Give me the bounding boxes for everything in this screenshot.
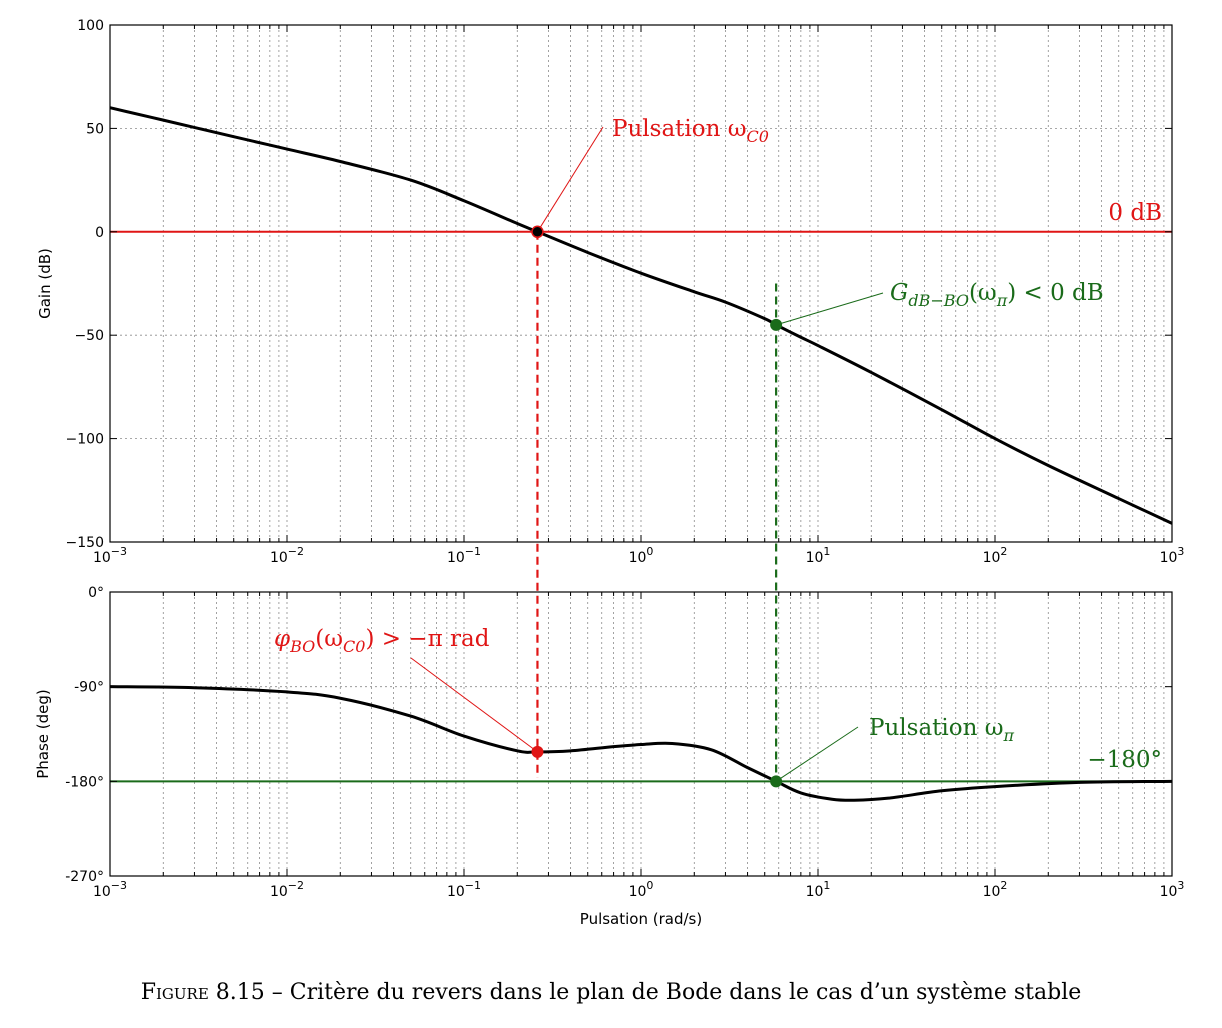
y-tick-label: 50 [86,121,104,137]
x-tick-label: 100 [629,879,654,900]
omega-pi-phase-marker [770,775,783,788]
phase-x-tick-labels: 10−3 10−2 10−1 100 101 102 103 [93,879,1184,900]
x-tick-label: 10−1 [447,879,481,900]
x-tick-label: 103 [1160,879,1185,900]
phase-margin-leader-line [410,657,538,753]
gain-margin-annotation: GdB−BO(ωπ) < 0 dB [890,280,1104,310]
omega-pi-annotation: Pulsation ωπ [869,715,1015,745]
x-tick-label: 10−2 [270,545,304,566]
x-tick-label: 10−3 [93,545,127,566]
x-tick-label: 102 [983,879,1008,900]
figure-caption: Figure 8.15 – Critère du revers dans le … [0,980,1222,1005]
x-tick-label: 103 [1160,545,1185,566]
y-tick-label: 100 [77,18,104,34]
annotations: Pulsation ωC0 0 dB GdB−BO(ωπ) < 0 dB φBO… [274,116,1162,782]
omega-c0-leader-line [537,126,604,233]
y-tick-label: 0 [95,225,104,241]
y-tick-label: -180° [65,774,104,790]
gain-panel: 10−3 10−2 10−1 100 101 102 103 100 50 0 −50 −100 −1… [36,18,1184,566]
phase-curve [109,685,1173,802]
x-tick-label: 100 [629,545,654,566]
y-tick-label: -90° [74,680,104,696]
y-tick-label: 0° [88,585,104,601]
zero-db-label: 0 dB [1108,200,1162,226]
phase-panel: 10−3 10−2 10−1 100 101 102 103 0° -90° -180° -270… [34,585,1184,928]
caption-label: Figure 8.15 [140,980,265,1005]
omega-c0-phase-marker [531,745,544,758]
y-tick-label: −150 [66,535,104,551]
gain-margin-leader-line [775,292,884,326]
y-tick-label: −100 [66,432,104,448]
phase-margin-annotation: φBO(ωC0) > −π rad [274,626,490,656]
x-tick-label: 101 [806,879,831,900]
phase-grid [110,592,1172,876]
phase-x-axis-label: Pulsation (rad/s) [580,910,702,928]
x-tick-label: 10−1 [447,545,481,566]
gain-ticks [109,24,1173,543]
x-tick-label: 102 [983,545,1008,566]
y-tick-label: -270° [65,869,104,885]
x-tick-label: 10−3 [93,879,127,900]
minus-180-label: −180° [1087,747,1162,773]
gain-grid [110,25,1172,542]
omega-pi-gain-marker [770,318,783,331]
x-tick-label: 101 [806,545,831,566]
omega-c0-gain-marker [531,225,544,239]
caption-separator: – [264,980,290,1005]
x-tick-label: 10−2 [270,879,304,900]
y-tick-label: −50 [74,328,104,344]
gain-y-tick-labels: 100 50 0 −50 −100 −150 [66,18,104,551]
caption-text: Critère du revers dans le plan de Bode d… [289,980,1082,1005]
phase-y-axis-label: Phase (deg) [34,689,52,779]
phase-y-tick-labels: 0° -90° -180° -270° [65,585,104,885]
gain-x-tick-labels: 10−3 10−2 10−1 100 101 102 103 [93,545,1184,566]
gain-y-axis-label: Gain (dB) [36,248,54,319]
phase-ticks [109,591,1173,877]
omega-pi-leader-line [775,726,859,782]
omega-c0-annotation: Pulsation ωC0 [612,116,769,146]
gain-curve [109,106,1173,525]
